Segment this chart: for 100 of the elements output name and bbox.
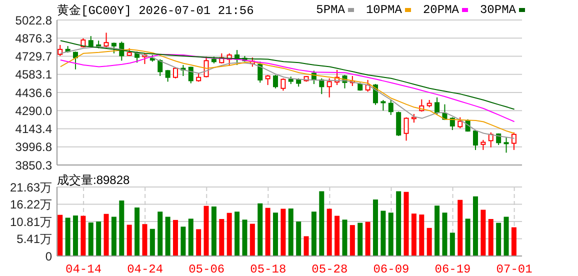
bar: [119, 200, 124, 256]
candlestick: [480, 139, 486, 150]
x-tick-label: 05-28: [312, 262, 348, 276]
x-tick-label: 05-06: [188, 262, 225, 276]
candlestick: [388, 99, 394, 116]
bar: [388, 212, 394, 256]
bar: [473, 196, 478, 256]
bar: [365, 222, 370, 256]
bar: [434, 206, 440, 256]
bar: [258, 203, 263, 256]
candlestick: [458, 116, 463, 129]
candlestick: [111, 42, 116, 54]
bar: [404, 192, 409, 256]
candlestick: [104, 32, 109, 49]
bar: [58, 214, 63, 256]
bar: [188, 218, 194, 256]
candlestick: [258, 61, 263, 84]
bar: [180, 226, 186, 256]
bar: [204, 206, 209, 256]
candlestick: [134, 51, 140, 64]
y-tick-label: 5.41万: [16, 232, 52, 246]
candlestick: [326, 78, 332, 98]
bar: [142, 224, 148, 256]
bar: [65, 218, 70, 256]
bar: [234, 212, 240, 256]
bar: [458, 200, 463, 256]
bar: [265, 208, 270, 256]
bar: [442, 212, 448, 256]
x-tick-label: 04-24: [127, 262, 164, 276]
bar: [111, 216, 116, 256]
bar: [488, 218, 494, 256]
bar: [496, 222, 502, 256]
y-tick-label: 21.63万: [10, 180, 52, 194]
bar: [426, 228, 432, 256]
y-tick-label: 4876.3: [15, 31, 52, 46]
chart-title: 黄金[GC00Y] 2026-07-01 21:56: [57, 3, 254, 19]
bar: [242, 220, 248, 256]
y-tick-label: 16.22万: [10, 198, 52, 212]
candlestick: [265, 74, 270, 86]
y-tick-label: 4729.7: [15, 50, 52, 64]
candlestick: [473, 130, 478, 150]
bar: [380, 210, 386, 256]
bar: [88, 222, 94, 256]
y-tick-label: 4290.0: [15, 104, 52, 118]
x-tick-label: 04-14: [66, 262, 102, 276]
bar: [196, 229, 202, 256]
bar: [319, 191, 324, 256]
legend-label: 10PMA: [366, 3, 402, 17]
x-tick-label: 05-18: [250, 262, 286, 276]
candlestick: [511, 132, 516, 150]
x-tick-label: 06-09: [373, 262, 410, 276]
bar: [350, 225, 355, 256]
bar: [226, 212, 232, 256]
bar: [480, 210, 486, 256]
bar: [80, 216, 86, 256]
y-tick-label: 3996.8: [15, 140, 52, 154]
bar: [311, 212, 316, 256]
candlestick: [380, 99, 386, 112]
bar: [104, 214, 109, 256]
legend-label: 20PMA: [422, 3, 459, 17]
bar: [304, 236, 309, 256]
bar: [280, 208, 286, 256]
bar: [373, 200, 378, 256]
bar: [288, 208, 294, 256]
bar: [504, 216, 509, 256]
bar: [211, 206, 216, 256]
bar: [150, 228, 155, 256]
bar: [342, 220, 348, 256]
legend-label: 30PMA: [480, 3, 516, 17]
bar: [511, 227, 516, 256]
x-tick-label: 07-01: [496, 262, 532, 276]
bar: [273, 212, 278, 256]
candlestick: [396, 111, 402, 136]
y-tick-label: 5022.8: [15, 13, 52, 28]
candlestick: [58, 44, 63, 56]
bar: [250, 224, 255, 256]
bar: [396, 191, 402, 256]
bar: [358, 222, 363, 256]
candlestick: [273, 74, 278, 89]
bar: [296, 222, 302, 256]
bar: [334, 216, 340, 256]
bar: [419, 214, 424, 256]
bar: [450, 232, 455, 256]
candlestick: [158, 58, 163, 76]
bar: [219, 218, 224, 256]
bar: [165, 216, 170, 256]
candlestick: [280, 78, 286, 92]
bar: [96, 222, 102, 256]
bar: [158, 212, 163, 256]
y-tick-label: 4436.6: [15, 86, 52, 100]
y-tick-label: 10.81万: [10, 214, 52, 229]
chart-title: 成交量:89828: [57, 172, 130, 189]
candlestick: [188, 66, 194, 84]
candlestick: [504, 136, 509, 154]
line-series: [60, 54, 515, 122]
bar: [134, 208, 140, 256]
candlestick: [404, 116, 409, 142]
y-tick-label: 4143.4: [15, 122, 52, 136]
legend-label: 5PMA: [316, 3, 345, 17]
x-tick-label: 06-19: [434, 262, 471, 276]
